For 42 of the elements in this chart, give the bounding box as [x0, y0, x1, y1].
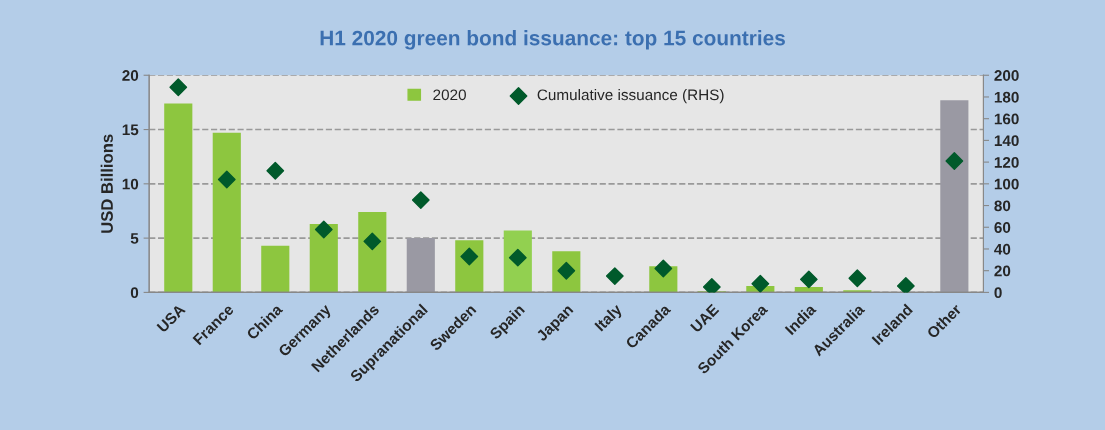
bar — [843, 290, 872, 293]
bar — [503, 230, 532, 293]
y2-tick-label: 40 — [994, 243, 1011, 255]
y-tick-label: 20 — [122, 70, 139, 81]
y2-tick-label: 200 — [994, 70, 1019, 81]
point — [217, 170, 236, 189]
point — [751, 274, 770, 293]
chart-title: H1 2020 green bond issuance: top 15 countries — [320, 30, 785, 50]
y-tick-label: 5 — [130, 233, 139, 244]
point — [169, 78, 188, 97]
bar — [794, 286, 823, 293]
y2-tick-label: 120 — [994, 156, 1019, 168]
y2-tick-label: 60 — [994, 222, 1011, 233]
point — [314, 220, 333, 239]
bar — [358, 212, 387, 293]
y2-tick-label: 160 — [994, 113, 1019, 125]
point — [605, 267, 624, 286]
bar — [309, 224, 338, 293]
y2-tick-label: 140 — [994, 135, 1019, 147]
y2-tick-label: 20 — [994, 265, 1011, 277]
point — [702, 278, 721, 293]
point — [266, 161, 285, 180]
y-tick-label: 0 — [130, 287, 139, 299]
y-tick-label: 15 — [122, 124, 139, 136]
point — [945, 152, 964, 170]
point — [848, 269, 867, 288]
y2-tick-label: 180 — [994, 91, 1019, 103]
legend-label: Cumulative issuance (RHS) — [537, 89, 724, 104]
point — [799, 270, 818, 289]
y2-tick-label: 0 — [994, 287, 1002, 299]
point — [896, 276, 915, 293]
y-axis-title: USD Billions — [100, 134, 113, 233]
legend-label: 2020 — [433, 89, 466, 101]
y2-tick-label: 100 — [994, 178, 1019, 190]
point — [411, 191, 430, 210]
y2-tick-label: 80 — [994, 200, 1011, 212]
y-tick-label: 10 — [122, 178, 139, 190]
bar — [164, 103, 193, 293]
bar — [261, 245, 290, 293]
bar — [212, 132, 241, 293]
point — [654, 259, 673, 278]
point — [363, 232, 382, 251]
